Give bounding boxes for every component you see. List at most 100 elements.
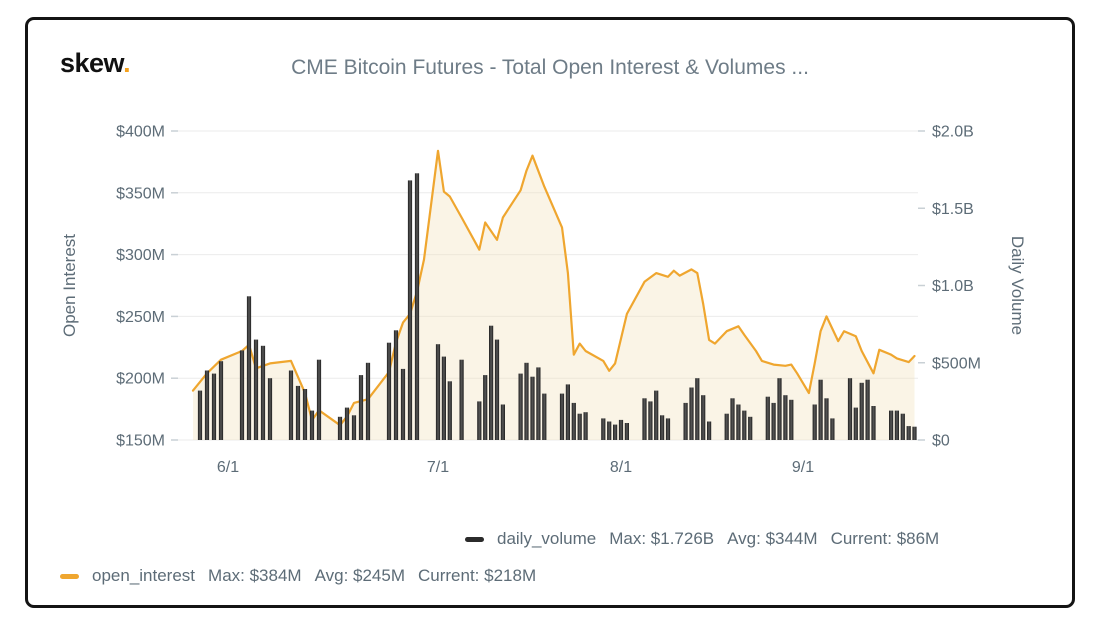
left-axis-tick-label: $300M [116, 247, 165, 264]
axes: $400M $350M $300M $250M $200M $150M $2.0B $1.5B… [116, 124, 981, 477]
left-axis-tick-label: $350M [116, 185, 165, 202]
volume-bar [365, 362, 371, 441]
skew-logo-text: skew [60, 48, 124, 78]
volume-bar [414, 173, 420, 441]
volume-bar [689, 387, 694, 440]
volume-bar [494, 339, 500, 440]
volume-bar [530, 376, 535, 440]
volume-bar [777, 378, 782, 440]
volume-bar [847, 378, 853, 440]
volume-bar [524, 362, 529, 441]
volume-bar [295, 385, 301, 440]
volume-bar [889, 410, 894, 440]
volume-bar [783, 395, 788, 440]
volume-bar [865, 379, 870, 440]
volume-bar [683, 402, 688, 440]
volume-bar [695, 378, 700, 440]
volume-bar [748, 416, 753, 440]
right-axis-tick-label: $500M [932, 355, 981, 372]
volume-bar [260, 345, 266, 440]
volume-bar [906, 426, 911, 440]
volume-bar [812, 404, 817, 440]
volume-bar [500, 404, 505, 440]
chart-card: $400M $350M $300M $250M $200M $150M $2.0B $1.5B… [25, 17, 1075, 608]
volume-bar [253, 339, 259, 440]
x-axis-tick-label: 7/1 [427, 459, 449, 476]
volume-bar [518, 373, 523, 440]
volume-bar [565, 384, 570, 440]
volume-bar [830, 418, 835, 440]
volume-bar [912, 426, 917, 440]
volume-bar [386, 342, 392, 440]
volume-bar [724, 413, 729, 440]
volume-bar [447, 381, 452, 440]
volume-bar [642, 398, 647, 440]
volume-bar [900, 413, 905, 440]
left-axis-title: Open Interest [60, 234, 79, 337]
daily-volume-swatch-icon [465, 536, 484, 542]
right-axis-tick-label: $1.0B [932, 278, 974, 295]
volume-bar [407, 180, 413, 440]
volume-bar [571, 402, 576, 440]
volume-bar [358, 375, 364, 440]
volume-bar [607, 421, 612, 440]
legend-daily-volume-max: Max: $1.726B [609, 529, 715, 548]
volume-bar [536, 367, 541, 440]
volume-bar [648, 401, 653, 440]
legend-daily-volume: daily_volume Max: $1.726B Avg: $344M Cur… [465, 529, 939, 549]
volume-bar [288, 370, 294, 440]
volume-bar [660, 415, 665, 440]
volume-bar [441, 356, 446, 440]
volume-bar [736, 404, 741, 440]
legend-open-interest-avg: Avg: $245M [314, 566, 405, 585]
volume-bar [351, 415, 357, 440]
volume-bar [459, 359, 464, 440]
right-axis-title: Daily Volume [1008, 236, 1027, 335]
volume-bar [267, 378, 273, 440]
volume-bar [477, 401, 482, 440]
volume-bar [309, 410, 315, 440]
left-axis-tick-label: $150M [116, 433, 165, 450]
volume-bar [613, 424, 618, 440]
right-axis-tick-label: $0 [932, 433, 950, 450]
volume-bar [393, 330, 399, 440]
legend-open-interest-current: Current: $218M [418, 566, 537, 585]
volume-bar [239, 350, 245, 440]
open-interest-swatch-icon [60, 573, 79, 579]
volume-bar [765, 396, 770, 440]
volume-bar [489, 325, 494, 440]
gridlines [178, 130, 918, 441]
legend-daily-volume-current: Current: $86M [830, 529, 940, 548]
chart-title: CME Bitcoin Futures - Total Open Interes… [291, 56, 809, 79]
volume-bar [337, 416, 343, 440]
volume-bar [577, 413, 582, 440]
volume-bar [218, 361, 224, 440]
volume-bar [583, 412, 588, 440]
volume-bar [707, 421, 712, 440]
volume-bar [542, 393, 547, 440]
volume-bar [302, 389, 308, 440]
volume-bar [654, 390, 659, 440]
skew-logo-dot: . [123, 48, 131, 78]
volume-bar [894, 410, 899, 440]
volume-bar [871, 406, 876, 440]
volume-bar [435, 344, 441, 440]
volume-bar [818, 379, 823, 440]
right-axis-tick-label: $1.5B [932, 201, 974, 218]
right-axis-tick-label: $2.0B [932, 124, 974, 141]
legend-open-interest-name: open_interest [92, 566, 196, 585]
left-axis-tick-label: $250M [116, 309, 165, 326]
volume-bar [665, 418, 671, 440]
volume-bar [344, 407, 350, 440]
legend-daily-volume-name: daily_volume [497, 529, 597, 548]
volume-bar [559, 393, 565, 440]
left-axis-tick-label: $200M [116, 371, 165, 388]
volume-bar [771, 402, 776, 440]
volume-bar [853, 407, 858, 440]
volume-bar [624, 423, 629, 440]
volume-bar [483, 375, 488, 440]
volume-bar [246, 296, 252, 440]
open-interest-line [191, 149, 916, 427]
open-interest-area [193, 150, 915, 441]
legend-open-interest: open_interest Max: $384M Avg: $245M Curr… [60, 566, 536, 586]
